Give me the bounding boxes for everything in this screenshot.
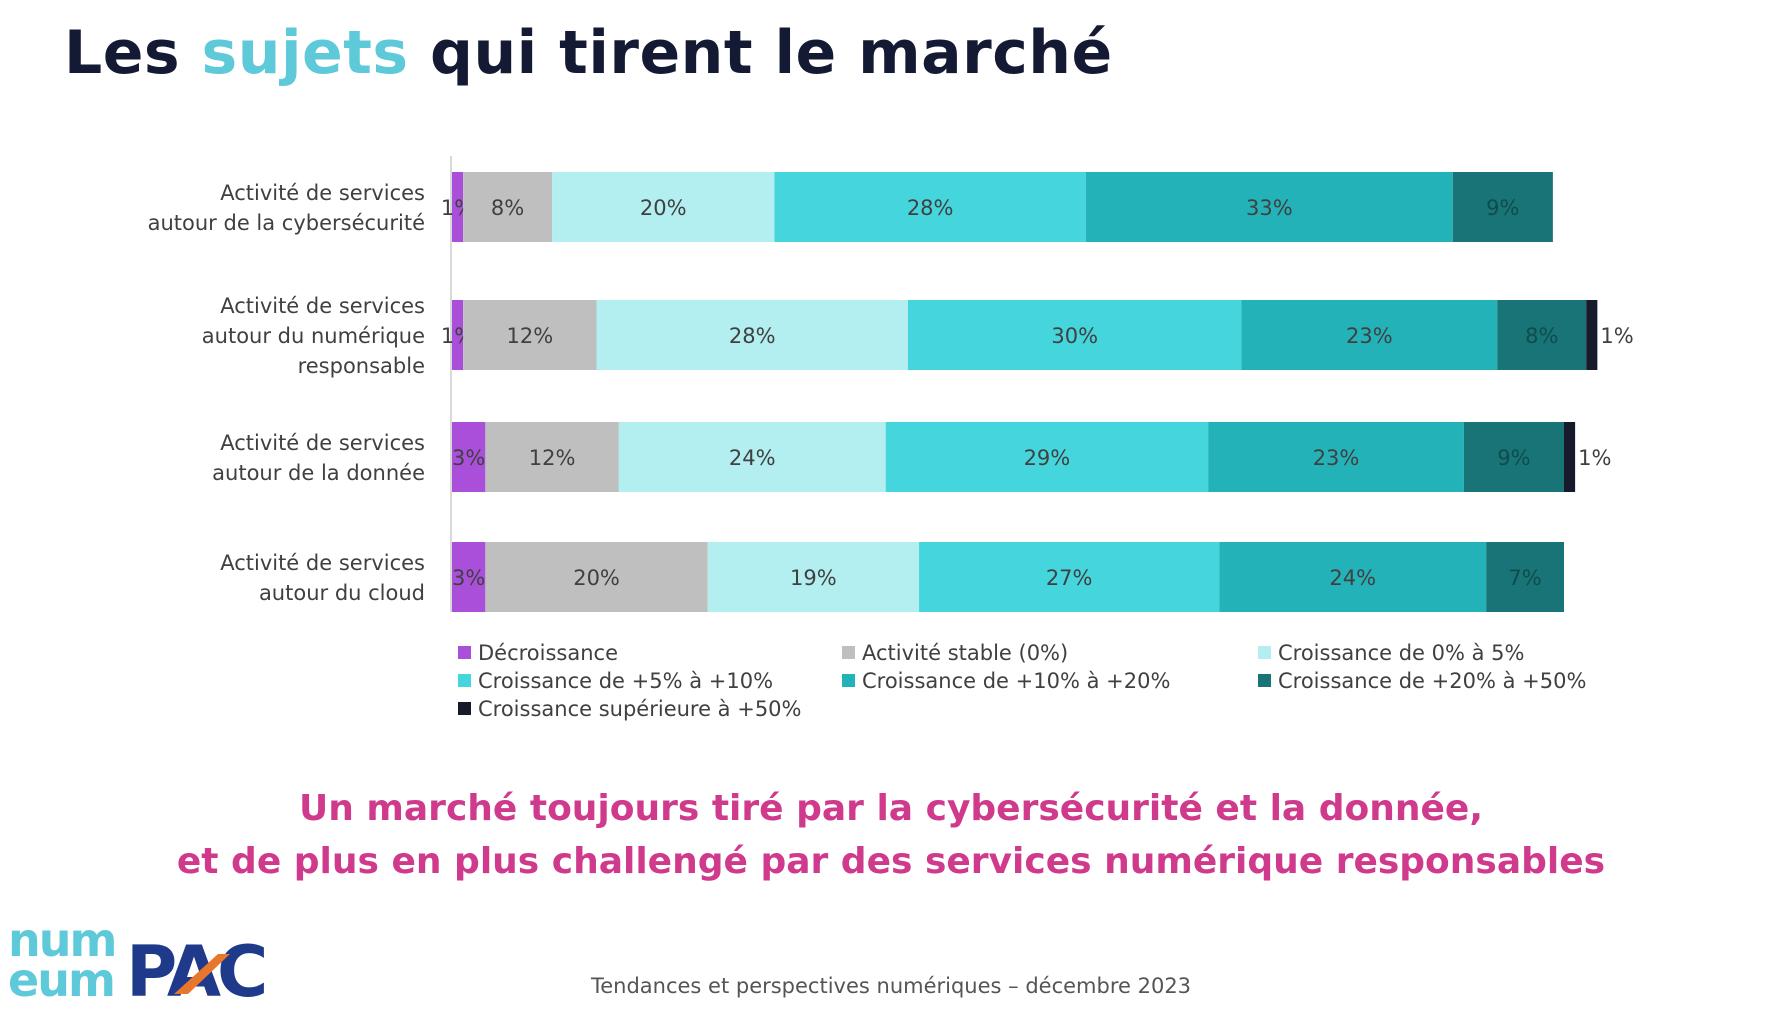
bar-segment bbox=[907, 300, 1242, 370]
category-label: Activité de services bbox=[220, 431, 425, 455]
data-label: 8% bbox=[491, 196, 524, 220]
bar-segment bbox=[1085, 172, 1453, 242]
bar-segment bbox=[452, 172, 464, 242]
legend-label: Croissance supérieure à +50% bbox=[478, 697, 802, 721]
conclusion-text: Un marché toujours tiré par la cybersécu… bbox=[0, 782, 1782, 888]
data-label: 28% bbox=[907, 196, 954, 220]
category-label: responsable bbox=[298, 354, 425, 378]
data-label: 12% bbox=[506, 324, 553, 348]
data-label: 9% bbox=[1486, 196, 1519, 220]
bar-segment bbox=[1497, 300, 1587, 370]
data-label: 27% bbox=[1046, 566, 1093, 590]
numeum-logo: num eum bbox=[8, 913, 117, 1007]
bar-segment bbox=[552, 172, 775, 242]
data-label: 7% bbox=[1508, 566, 1541, 590]
stacked-bar-chart: Activité de services autour de la cybersé… bbox=[148, 156, 1634, 721]
data-label: 12% bbox=[529, 446, 576, 470]
legend-label: Croissance de +5% à +10% bbox=[478, 669, 773, 693]
bar-segment bbox=[1486, 542, 1564, 612]
category-label: autour du cloud bbox=[259, 581, 425, 605]
legend-swatch bbox=[842, 646, 855, 659]
bar-segment bbox=[596, 300, 908, 370]
data-label: 1% bbox=[1578, 446, 1611, 470]
category-label: autour de la donnée bbox=[212, 461, 425, 485]
bar-segment bbox=[1208, 422, 1464, 492]
bar-segment bbox=[919, 542, 1220, 612]
data-label: 29% bbox=[1024, 446, 1071, 470]
data-label: 3% bbox=[452, 566, 485, 590]
category-label: Activité de services bbox=[220, 181, 425, 205]
data-label: 20% bbox=[573, 566, 620, 590]
bar-segment bbox=[463, 300, 597, 370]
data-label: 9% bbox=[1497, 446, 1530, 470]
legend-swatch bbox=[842, 674, 855, 687]
page-title: Les sujets qui tirent le marché bbox=[64, 18, 1113, 88]
bar-segment bbox=[1586, 300, 1598, 370]
bar-segment bbox=[885, 422, 1209, 492]
pac-logo-swoosh bbox=[174, 954, 230, 994]
legend-swatch bbox=[458, 674, 471, 687]
data-label: 30% bbox=[1051, 324, 1098, 348]
data-label: 24% bbox=[1329, 566, 1376, 590]
data-label: 28% bbox=[729, 324, 776, 348]
data-label: 1% bbox=[1600, 324, 1633, 348]
bar-segment bbox=[1463, 422, 1564, 492]
data-label: 23% bbox=[1313, 446, 1360, 470]
bar-segment bbox=[1219, 542, 1487, 612]
legend-label: Décroissance bbox=[478, 641, 618, 665]
legend-label: Croissance de +20% à +50% bbox=[1278, 669, 1586, 693]
numeum-logo-line-2: eum bbox=[8, 953, 116, 1007]
bar-segment bbox=[774, 172, 1086, 242]
category-label: autour du numérique bbox=[202, 324, 425, 348]
legend-swatch bbox=[458, 702, 471, 715]
data-label: 23% bbox=[1346, 324, 1393, 348]
legend-swatch bbox=[1258, 646, 1271, 659]
data-label: 24% bbox=[729, 446, 776, 470]
bar-segment bbox=[485, 542, 708, 612]
legend-swatch bbox=[458, 646, 471, 659]
category-label: autour de la cybersécurité bbox=[148, 211, 425, 235]
title-after: qui tirent le marché bbox=[430, 18, 1113, 88]
bar-segment bbox=[1241, 300, 1498, 370]
bar-segment bbox=[452, 422, 486, 492]
footer-text: Tendances et perspectives numériques – d… bbox=[590, 974, 1192, 998]
bar-segment bbox=[1452, 172, 1553, 242]
data-label: 3% bbox=[452, 446, 485, 470]
pac-logo: PAC bbox=[126, 936, 268, 1006]
legend-label: Activité stable (0%) bbox=[862, 641, 1068, 665]
data-label: 20% bbox=[640, 196, 687, 220]
conclusion-line-2: et de plus en plus challengé par des ser… bbox=[176, 841, 1606, 882]
title-before: Les bbox=[64, 18, 181, 88]
bar-segment bbox=[707, 542, 920, 612]
data-label: 19% bbox=[790, 566, 837, 590]
bar-segment bbox=[463, 172, 553, 242]
bar-segment bbox=[485, 422, 619, 492]
pac-logo-text: PAC bbox=[126, 936, 264, 1006]
data-label: 33% bbox=[1246, 196, 1293, 220]
title-accent: sujets bbox=[201, 18, 409, 88]
data-label: 8% bbox=[1525, 324, 1558, 348]
legend-label: Croissance de 0% à 5% bbox=[1278, 641, 1525, 665]
category-label: Activité de services bbox=[220, 294, 425, 318]
bar-segment bbox=[1564, 422, 1576, 492]
legend-swatch bbox=[1258, 674, 1271, 687]
legend-label: Croissance de +10% à +20% bbox=[862, 669, 1170, 693]
bar-segment bbox=[452, 300, 464, 370]
bar-segment bbox=[452, 542, 486, 612]
conclusion-line-1: Un marché toujours tiré par la cybersécu… bbox=[298, 788, 1484, 829]
bar-segment bbox=[618, 422, 886, 492]
category-label: Activité de services bbox=[220, 551, 425, 575]
numeum-logo-line-1: num bbox=[8, 913, 117, 967]
